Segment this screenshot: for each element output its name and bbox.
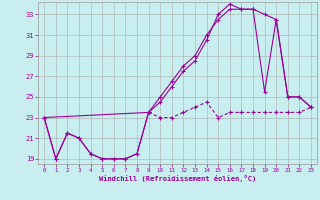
X-axis label: Windchill (Refroidissement éolien,°C): Windchill (Refroidissement éolien,°C) (99, 175, 256, 182)
